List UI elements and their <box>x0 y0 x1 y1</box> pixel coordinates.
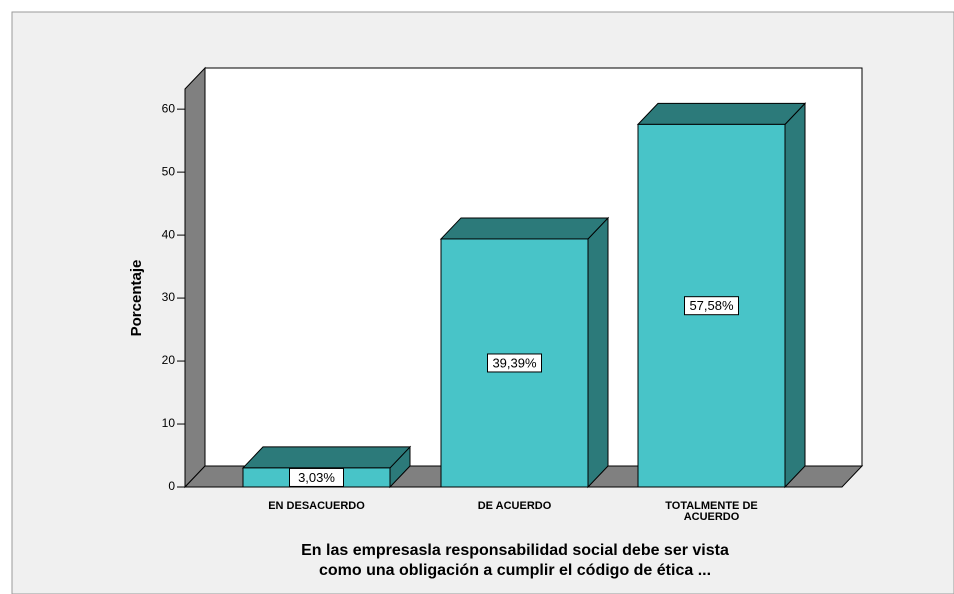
x-axis-label: como una obligación a cumplir el código … <box>319 562 711 579</box>
value-label-box <box>487 353 542 373</box>
value-label: 3,03% <box>298 470 335 485</box>
y-tick-label: 20 <box>162 353 176 367</box>
x-tick-label: TOTALMENTE DE ACUERDO <box>665 500 758 523</box>
y-tick-label: 40 <box>162 227 176 241</box>
bar-top <box>439 217 610 240</box>
bar-top <box>241 446 412 469</box>
value-label-box <box>289 467 344 487</box>
left-wall <box>184 66 206 489</box>
y-tick-label: 10 <box>162 416 176 430</box>
y-tick-label: 50 <box>162 164 176 178</box>
bar-side <box>587 216 609 489</box>
y-tick-label: 60 <box>162 101 176 115</box>
x-tick-label: DE ACUERDO <box>477 500 552 512</box>
x-axis-label: En las empresasla responsabilidad social… <box>301 542 729 559</box>
y-tick-label: 0 <box>168 479 175 493</box>
x-tick-label: EN DESACUERDO <box>268 500 365 512</box>
y-axis-label: Porcentaje <box>128 260 145 337</box>
bar-top <box>636 102 807 125</box>
value-label: 39,39% <box>492 355 537 370</box>
value-label-box <box>684 296 739 316</box>
y-tick-label: 30 <box>162 290 176 304</box>
bar-side <box>784 102 806 489</box>
value-label: 57,58% <box>689 298 734 313</box>
